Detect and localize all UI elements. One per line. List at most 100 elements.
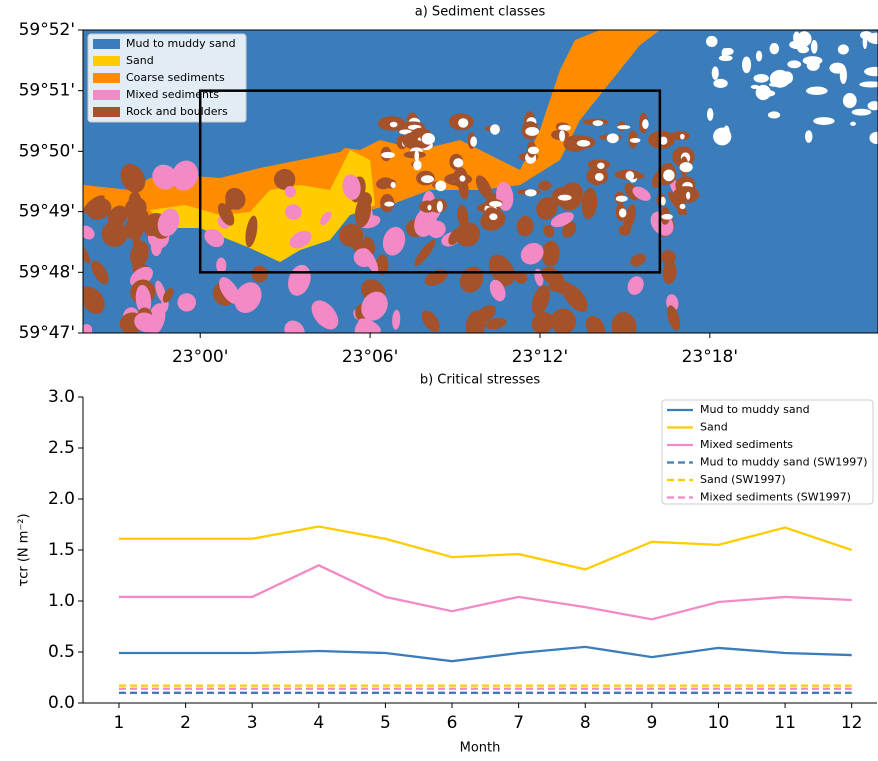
map-patch bbox=[663, 169, 675, 182]
map-patch bbox=[661, 213, 673, 220]
map-patch bbox=[311, 300, 339, 330]
map-patch bbox=[107, 205, 128, 227]
map-patch bbox=[586, 315, 606, 333]
map-patch bbox=[797, 31, 812, 47]
y-tick-label: 2.5 bbox=[48, 438, 75, 458]
x-tick-label: 3 bbox=[247, 713, 258, 733]
map-patch bbox=[338, 224, 364, 247]
map-patch bbox=[134, 312, 157, 333]
map-patch bbox=[251, 265, 269, 283]
map-patch bbox=[225, 187, 246, 210]
map-patch bbox=[642, 119, 649, 130]
map-patch bbox=[531, 285, 550, 316]
map-patch bbox=[414, 150, 420, 162]
legend-label: Coarse sediments bbox=[126, 71, 225, 84]
y-tick-label: 2.0 bbox=[48, 489, 75, 509]
map-patch bbox=[629, 137, 641, 143]
map-patch bbox=[458, 118, 469, 128]
map-patch bbox=[711, 66, 719, 80]
map-patch bbox=[802, 56, 823, 66]
map-patch bbox=[490, 124, 500, 135]
legend-label: Mud to muddy sand bbox=[700, 403, 810, 416]
map-patch bbox=[427, 204, 432, 211]
legend-label: Sand bbox=[700, 421, 728, 434]
x-tick-label: 12 bbox=[841, 713, 863, 733]
map-patch bbox=[625, 171, 635, 181]
map-patch bbox=[617, 125, 631, 130]
map-patch bbox=[219, 277, 240, 304]
map-patch bbox=[718, 55, 733, 62]
legend-label: Mixed sediments bbox=[126, 88, 219, 101]
map-patch bbox=[414, 239, 436, 267]
map-patch bbox=[810, 39, 818, 54]
map-patch bbox=[679, 203, 686, 210]
map-patch bbox=[706, 35, 718, 47]
map-patch bbox=[550, 308, 577, 333]
map-patch bbox=[829, 62, 846, 74]
map-patch bbox=[384, 201, 395, 207]
map-patch bbox=[419, 200, 436, 213]
map-patch bbox=[150, 150, 375, 262]
map-patch bbox=[558, 124, 571, 131]
legend-label: Mixed sediments (SW1997) bbox=[700, 491, 851, 504]
map-patch bbox=[381, 151, 395, 159]
map-patch bbox=[171, 160, 199, 191]
map-patch bbox=[342, 174, 361, 200]
map-patch bbox=[130, 240, 149, 268]
map-patch bbox=[273, 168, 296, 190]
map-patch bbox=[453, 158, 464, 168]
map-patch bbox=[753, 73, 769, 83]
y-tick-label: 59°50' bbox=[19, 141, 75, 161]
legend-swatch bbox=[93, 107, 120, 117]
map-patch bbox=[618, 208, 627, 218]
legend-swatch bbox=[93, 56, 120, 66]
x-tick-label: 10 bbox=[708, 713, 730, 733]
map-patch bbox=[485, 318, 507, 330]
map-patch bbox=[217, 203, 235, 226]
map-patch bbox=[755, 50, 763, 62]
map-patch bbox=[320, 211, 332, 226]
y-tick-label: 59°47' bbox=[19, 323, 75, 343]
map-patch bbox=[842, 93, 857, 109]
x-tick-label: 23°06' bbox=[342, 347, 398, 367]
map-area bbox=[83, 30, 878, 333]
map-patch bbox=[787, 60, 802, 69]
map-patch bbox=[459, 175, 466, 182]
map-patch bbox=[660, 250, 676, 265]
legend-swatch bbox=[93, 90, 120, 100]
map-patch bbox=[618, 224, 632, 236]
map-patch bbox=[713, 127, 732, 146]
map-patch bbox=[557, 194, 572, 201]
map-patch bbox=[389, 121, 398, 128]
map-patch bbox=[135, 284, 152, 315]
x-tick-label: 23°00' bbox=[172, 347, 228, 367]
map-patch bbox=[562, 283, 588, 313]
series-line bbox=[118, 525, 853, 571]
map-patch bbox=[456, 204, 469, 227]
y-tick-label: 0.0 bbox=[48, 693, 75, 713]
legend-label: Sand (SW1997) bbox=[700, 473, 786, 486]
map-patch bbox=[132, 224, 143, 239]
map-patches bbox=[83, 31, 878, 333]
map-patch bbox=[413, 160, 422, 171]
map-patch bbox=[524, 189, 537, 197]
map-patch bbox=[623, 204, 637, 231]
x-tick-label: 7 bbox=[513, 713, 524, 733]
map-patch bbox=[435, 180, 447, 192]
legend-label: Mud to muddy sand bbox=[126, 37, 236, 50]
legend-label: Rock and boulders bbox=[126, 105, 228, 118]
map-patch bbox=[550, 212, 574, 228]
map-patch bbox=[382, 226, 406, 256]
legend-label: Mud to muddy sand (SW1997) bbox=[700, 456, 868, 469]
map-patch bbox=[592, 120, 604, 126]
legend-label: Sand bbox=[126, 54, 154, 67]
map-patch bbox=[91, 260, 109, 285]
map-patch bbox=[867, 101, 878, 111]
y-axis-label: τcr (N m⁻²) bbox=[17, 513, 32, 586]
map-patch bbox=[354, 196, 372, 228]
x-tick-label: 11 bbox=[774, 713, 796, 733]
map-patch bbox=[581, 187, 598, 220]
map-patch bbox=[358, 318, 369, 329]
map-patch bbox=[750, 84, 760, 89]
